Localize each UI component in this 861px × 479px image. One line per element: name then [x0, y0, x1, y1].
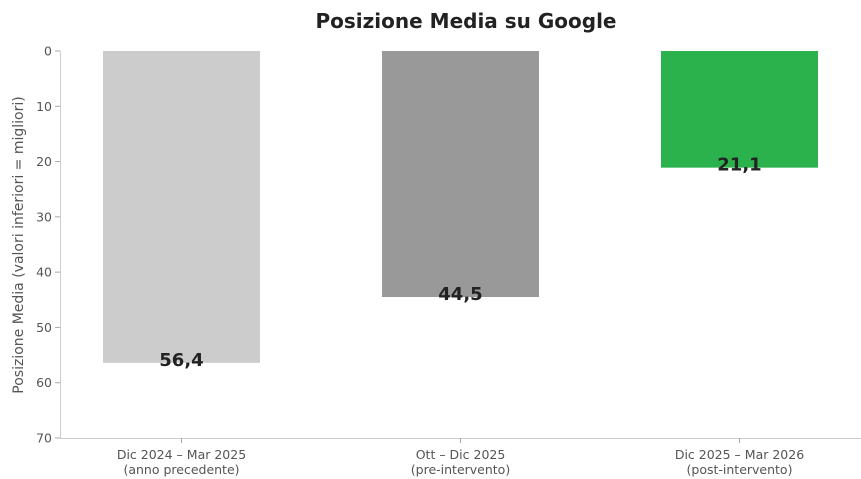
x-tick-label: (post-intervento): [687, 462, 793, 477]
bar-value-label: 21,1: [717, 155, 761, 176]
data-labels: 56,4 44,5 21,1: [159, 155, 761, 371]
x-tick-label: Dic 2024 – Mar 2025: [117, 447, 246, 462]
y-ticks: 0 10 20 30 40 50 60 70: [36, 44, 60, 446]
y-tick-label: 20: [36, 154, 52, 169]
bar-value-label: 56,4: [159, 350, 203, 371]
bar: [661, 51, 818, 168]
y-tick-label: 0: [44, 44, 52, 59]
bar: [382, 51, 539, 298]
bar: [103, 51, 260, 363]
bar-value-label: 44,5: [438, 284, 482, 305]
bars: [103, 51, 818, 363]
x-ticks: Dic 2024 – Mar 2025(anno precedente) Ott …: [117, 438, 804, 477]
y-axis-label: Posizione Media (valori inferiori = migl…: [11, 96, 27, 393]
y-tick-label: 70: [36, 431, 52, 446]
x-tick-label: (pre-intervento): [411, 462, 510, 477]
y-tick-label: 10: [36, 99, 52, 114]
chart-title: Posizione Media su Google: [316, 9, 617, 33]
x-tick-label: Dic 2025 – Mar 2026: [675, 447, 804, 462]
x-tick-label: Ott – Dic 2025: [416, 447, 506, 462]
y-tick-label: 60: [36, 375, 52, 390]
y-tick-label: 50: [36, 320, 52, 335]
x-tick-label: (anno precedente): [123, 462, 239, 477]
y-tick-label: 30: [36, 209, 52, 224]
y-tick-label: 40: [36, 265, 52, 280]
